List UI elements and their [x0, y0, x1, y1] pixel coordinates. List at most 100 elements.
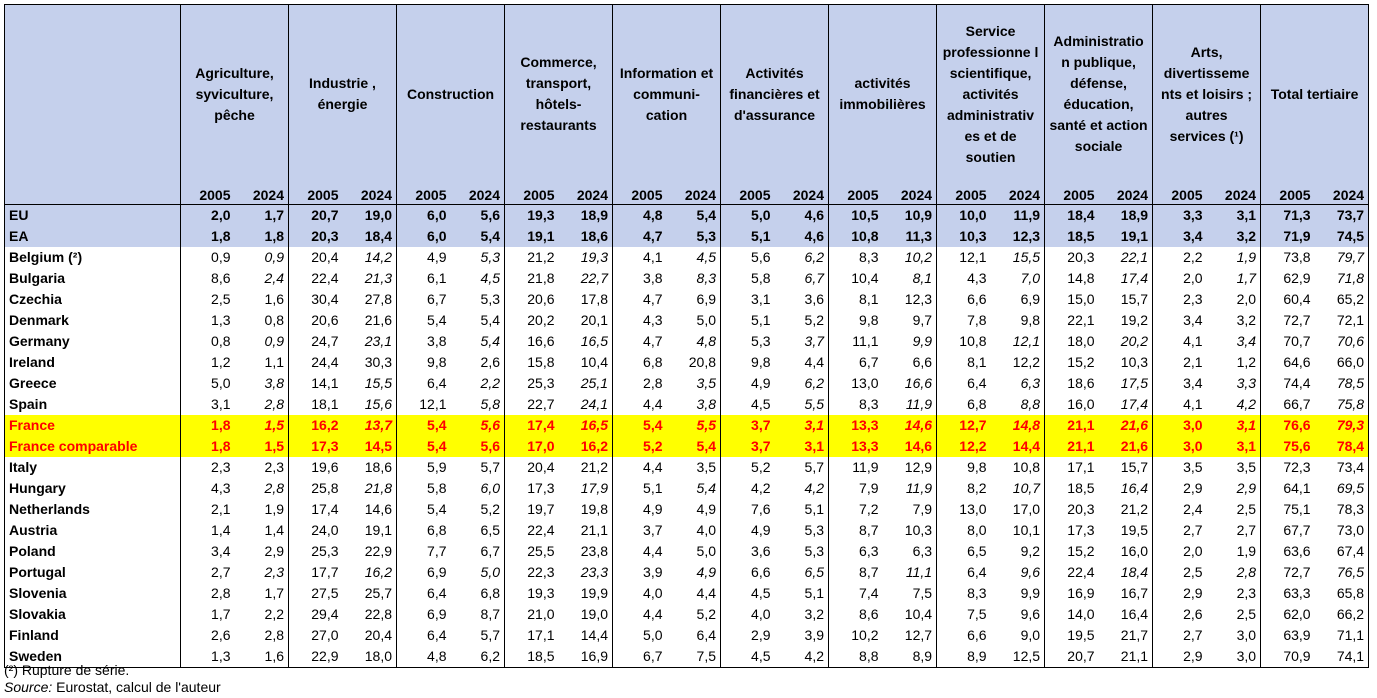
year-header: 2005: [1260, 183, 1315, 205]
value-cell: 1,7: [234, 204, 289, 226]
value-cell: 17,1: [527, 627, 555, 643]
value-cell: 1,6: [234, 289, 289, 310]
value-cell: 5,0: [720, 204, 775, 226]
value-cell: 6,9: [990, 289, 1046, 310]
value-cell: 63,6: [1283, 543, 1311, 559]
value-cell: 10,5: [828, 204, 883, 226]
value-cell: 11,9: [882, 394, 938, 415]
value-cell: 2,9: [1183, 585, 1203, 601]
value-cell: 20,2: [1098, 331, 1154, 352]
value-cell: 4,6: [774, 226, 830, 247]
value-cell: 15,2: [1067, 543, 1095, 559]
value-cell: 5,8: [751, 270, 771, 286]
year-header: 2005: [288, 183, 343, 205]
value-cell: 2,9: [1206, 478, 1262, 499]
value-cell: 4,2: [1206, 394, 1262, 415]
column-header: Total tertiaire: [1260, 4, 1370, 183]
value-cell: 9,8: [990, 310, 1046, 331]
value-cell: 12,3: [990, 226, 1046, 247]
table-row: Bulgaria 8,6 2,4 22,4 21,3 6,1 4,5 21,8 22,7 3,8 8…: [4, 268, 1370, 289]
value-cell: 17,4: [311, 501, 339, 517]
value-cell: 20,7: [1044, 646, 1099, 668]
year-header: 2024: [558, 183, 614, 205]
value-cell: 12,3: [882, 289, 938, 310]
value-cell: 4,7: [612, 226, 667, 247]
value-cell: 15,7: [1098, 289, 1154, 310]
column-header: Activités financières et d'assurance: [720, 4, 830, 183]
value-cell: 10,4: [882, 604, 938, 625]
value-cell: 5,4: [450, 310, 506, 331]
value-cell: 3,1: [1206, 415, 1262, 436]
value-cell: 18,0: [342, 646, 397, 668]
country-name: Slovenia: [4, 583, 181, 604]
value-cell: 17,0: [504, 436, 559, 457]
value-cell: 4,9: [643, 501, 663, 517]
value-cell: 2,6: [1183, 606, 1203, 622]
value-cell: 19,1: [504, 226, 559, 247]
value-cell: 1,9: [1206, 247, 1262, 268]
value-cell: 2,0: [1183, 270, 1203, 286]
value-cell: 78,5: [1314, 373, 1370, 394]
value-cell: 72,7: [1283, 312, 1311, 328]
table-row: Germany 0,8 0,9 24,7 23,1 3,8 5,4 16,6 16,5 4,7 4,…: [4, 331, 1370, 352]
value-cell: 9,7: [882, 310, 938, 331]
value-cell: 65,2: [1314, 289, 1370, 310]
table-row: France comparable 1,8 1,5 17,3 14,5 5,4 5,6 17,…: [4, 436, 1370, 457]
value-cell: 1,6: [234, 646, 289, 668]
value-cell: 1,3: [211, 312, 231, 328]
value-cell: 5,3: [774, 541, 830, 562]
value-cell: 15,5: [990, 247, 1046, 268]
value-cell: 25,8: [311, 480, 339, 496]
value-cell: 19,1: [1098, 226, 1154, 247]
value-cell: 72,1: [1314, 310, 1370, 331]
table-row: Sweden 1,3 1,6 22,9 18,0 4,8 6,2 18,5 16,9 6,7 7,5…: [4, 646, 1370, 668]
value-cell: 21,1: [1044, 415, 1099, 436]
value-cell: 21,8: [527, 270, 555, 286]
value-cell: 4,0: [751, 606, 771, 622]
value-cell: 2,6: [450, 352, 506, 373]
value-cell: 8,1: [859, 291, 879, 307]
year-header: 2005: [828, 183, 883, 205]
value-cell: 62,0: [1283, 606, 1311, 622]
value-cell: 70,6: [1314, 331, 1370, 352]
table-row: Hungary 4,3 2,8 25,8 21,8 5,8 6,0 17,3 17,9 5,1 5,…: [4, 478, 1370, 499]
column-header: Construction: [396, 4, 506, 183]
value-cell: 18,4: [1044, 204, 1099, 226]
value-cell: 1,5: [234, 415, 289, 436]
value-cell: 16,5: [558, 331, 614, 352]
value-cell: 20,3: [1067, 501, 1095, 517]
column-header: activités immobilières: [828, 4, 938, 183]
value-cell: 75,8: [1314, 394, 1370, 415]
value-cell: 4,8: [666, 331, 722, 352]
value-cell: 22,7: [558, 268, 614, 289]
value-cell: 20,4: [527, 459, 555, 475]
value-cell: 6,3: [990, 373, 1046, 394]
table-row: Portugal 2,7 2,3 17,7 16,2 6,9 5,0 22,3 23,3 3,9 4…: [4, 562, 1370, 583]
value-cell: 12,2: [990, 352, 1046, 373]
value-cell: 22,1: [1067, 312, 1095, 328]
country-name: Slovakia: [4, 604, 181, 625]
value-cell: 3,4: [1152, 226, 1207, 247]
value-cell: 18,9: [558, 204, 614, 226]
value-cell: 10,4: [558, 352, 614, 373]
value-cell: 17,8: [558, 289, 614, 310]
country-name: France comparable: [4, 436, 181, 457]
value-cell: 18,6: [558, 226, 614, 247]
value-cell: 60,4: [1283, 291, 1311, 307]
value-cell: 4,3: [211, 480, 231, 496]
value-cell: 2,5: [1206, 499, 1262, 520]
value-cell: 5,2: [751, 459, 771, 475]
value-cell: 25,5: [527, 543, 555, 559]
year-header: 2005: [936, 183, 991, 205]
sector-header-row: Agriculture, syviculture, pêche Industrie…: [4, 4, 1370, 183]
value-cell: 74,4: [1283, 375, 1311, 391]
value-cell: 17,4: [1098, 394, 1154, 415]
value-cell: 2,9: [1183, 480, 1203, 496]
value-cell: 20,8: [666, 352, 722, 373]
value-cell: 5,4: [666, 204, 722, 226]
value-cell: 8,7: [450, 604, 506, 625]
value-cell: 12,1: [959, 249, 987, 265]
value-cell: 66,0: [1314, 352, 1370, 373]
value-cell: 3,3: [1152, 204, 1207, 226]
value-cell: 3,4: [1183, 312, 1203, 328]
